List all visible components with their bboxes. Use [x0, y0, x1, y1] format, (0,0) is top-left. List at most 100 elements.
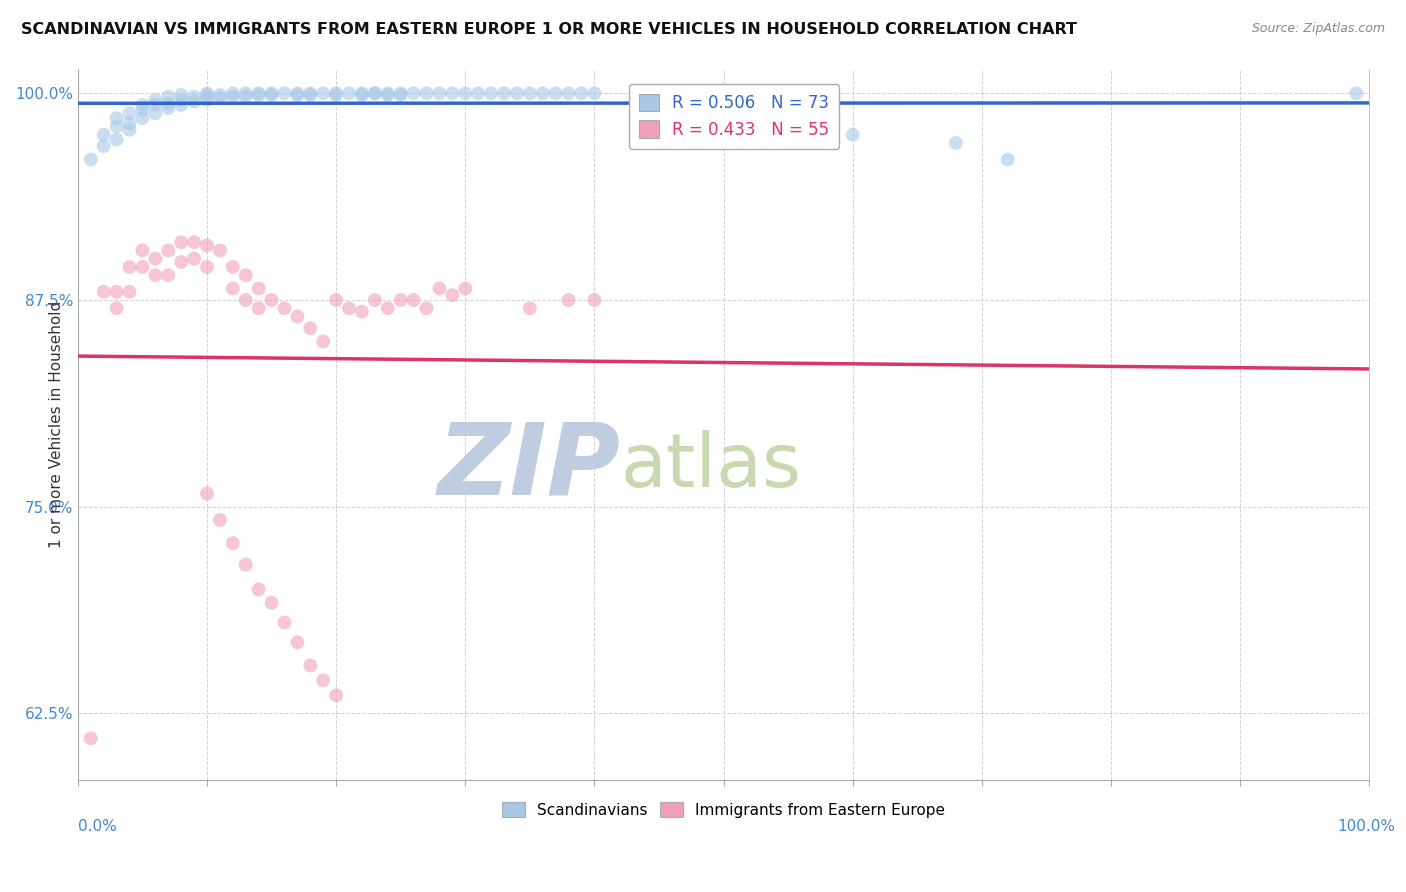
Point [273, 87, 295, 101]
Point [325, 293, 347, 307]
Text: atlas: atlas [620, 430, 801, 503]
Point [402, 87, 425, 101]
Point [287, 635, 309, 649]
Point [945, 136, 967, 150]
Point [170, 87, 193, 102]
Point [131, 103, 153, 117]
Text: ZIP: ZIP [437, 418, 620, 516]
Point [273, 615, 295, 630]
Point [118, 260, 141, 274]
Point [312, 87, 335, 101]
Point [235, 268, 257, 283]
Point [531, 87, 554, 101]
Point [235, 87, 257, 101]
Point [312, 334, 335, 349]
Point [105, 120, 128, 134]
Point [402, 293, 425, 307]
Point [454, 87, 477, 101]
Point [519, 87, 541, 101]
Point [157, 268, 180, 283]
Point [105, 301, 128, 316]
Point [287, 87, 309, 101]
Point [260, 293, 283, 307]
Point [222, 87, 245, 101]
Point [247, 582, 270, 597]
Point [93, 128, 115, 142]
Point [208, 91, 231, 105]
Point [364, 293, 387, 307]
Point [325, 688, 347, 702]
Point [778, 116, 800, 130]
Y-axis label: 1 or more Vehicles in Household: 1 or more Vehicles in Household [49, 301, 63, 548]
Text: 0.0%: 0.0% [77, 819, 117, 834]
Point [841, 128, 863, 142]
Point [183, 252, 205, 266]
Point [492, 87, 515, 101]
Point [183, 89, 205, 103]
Point [183, 95, 205, 109]
Point [143, 98, 166, 112]
Point [287, 87, 309, 102]
Point [195, 87, 218, 102]
Point [93, 285, 115, 299]
Point [247, 281, 270, 295]
Point [479, 87, 502, 101]
Point [118, 122, 141, 136]
Point [131, 98, 153, 112]
Point [143, 268, 166, 283]
Point [105, 133, 128, 147]
Point [195, 238, 218, 252]
Point [389, 87, 412, 101]
Point [195, 486, 218, 500]
Point [143, 106, 166, 120]
Point [222, 281, 245, 295]
Point [105, 285, 128, 299]
Point [131, 244, 153, 258]
Point [325, 87, 347, 102]
Point [195, 260, 218, 274]
Point [389, 87, 412, 102]
Point [131, 111, 153, 125]
Point [143, 93, 166, 107]
Point [208, 244, 231, 258]
Point [260, 87, 283, 101]
Text: 100.0%: 100.0% [1337, 819, 1395, 834]
Point [299, 87, 322, 102]
Point [506, 87, 529, 101]
Point [222, 536, 245, 550]
Point [131, 260, 153, 274]
Point [208, 87, 231, 102]
Point [441, 288, 464, 302]
Point [222, 260, 245, 274]
Point [118, 116, 141, 130]
Point [377, 87, 399, 102]
Point [183, 235, 205, 249]
Point [467, 87, 489, 101]
Point [583, 87, 606, 101]
Point [377, 87, 399, 101]
Point [377, 301, 399, 316]
Point [118, 285, 141, 299]
Point [222, 89, 245, 103]
Point [350, 304, 373, 318]
Point [519, 301, 541, 316]
Point [299, 321, 322, 335]
Point [157, 96, 180, 111]
Point [195, 93, 218, 107]
Point [80, 731, 103, 746]
Point [235, 558, 257, 572]
Point [337, 87, 360, 101]
Point [287, 310, 309, 324]
Point [337, 301, 360, 316]
Point [170, 255, 193, 269]
Point [557, 293, 579, 307]
Point [105, 111, 128, 125]
Point [157, 89, 180, 103]
Point [350, 87, 373, 102]
Point [235, 293, 257, 307]
Point [454, 281, 477, 295]
Point [157, 244, 180, 258]
Point [170, 98, 193, 112]
Legend: Scandinavians, Immigrants from Eastern Europe: Scandinavians, Immigrants from Eastern E… [495, 794, 953, 825]
Point [143, 252, 166, 266]
